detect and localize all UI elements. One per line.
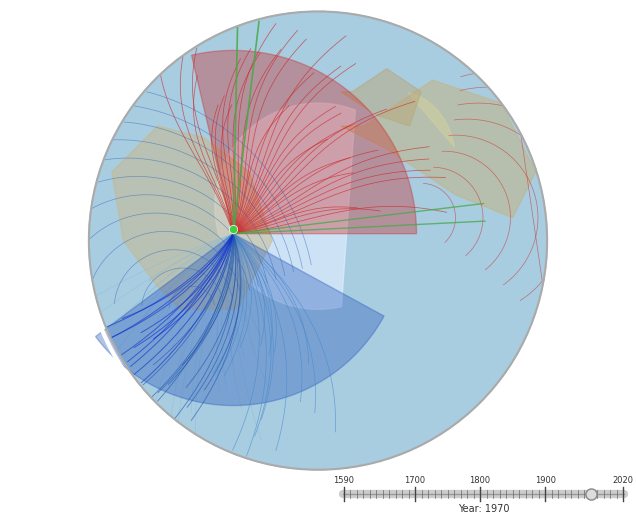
- Polygon shape: [95, 234, 384, 405]
- Text: 1900: 1900: [535, 476, 556, 485]
- Text: 1800: 1800: [469, 476, 490, 485]
- Text: 1590: 1590: [333, 476, 354, 485]
- Polygon shape: [215, 103, 356, 309]
- Text: 1700: 1700: [404, 476, 425, 485]
- Polygon shape: [341, 69, 421, 126]
- Polygon shape: [112, 126, 272, 309]
- Polygon shape: [341, 80, 536, 218]
- Text: Year: 1970: Year: 1970: [458, 504, 509, 514]
- Polygon shape: [408, 93, 454, 147]
- Circle shape: [89, 12, 547, 470]
- Text: 2020: 2020: [612, 476, 633, 485]
- Polygon shape: [191, 50, 417, 234]
